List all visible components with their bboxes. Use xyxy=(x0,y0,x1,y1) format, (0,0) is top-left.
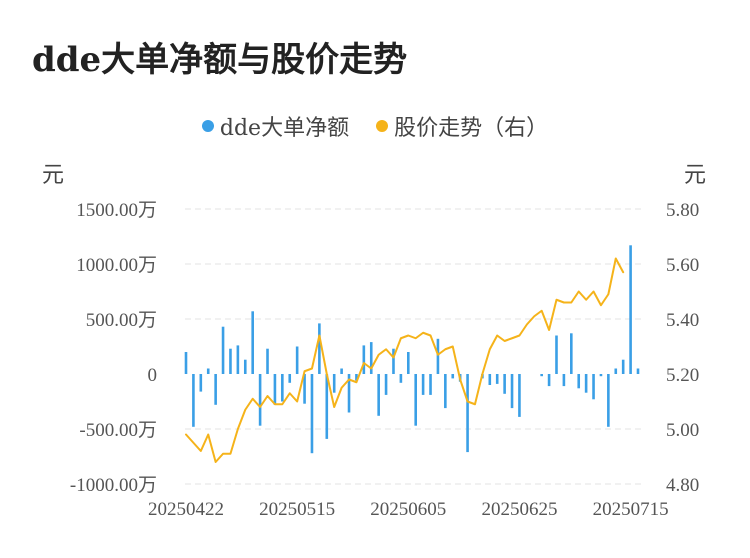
y-right-tick-label: 5.00 xyxy=(666,420,699,441)
dde-bar xyxy=(221,326,225,374)
dde-bar xyxy=(466,374,469,453)
left-axis-unit: 元 xyxy=(42,163,65,188)
dde-bar xyxy=(199,374,203,392)
x-tick-label: 20250515 xyxy=(259,499,335,520)
dde-bar xyxy=(503,374,506,394)
grid-layer xyxy=(185,208,642,485)
legend-item-dde[interactable]: dde大单净额 xyxy=(201,110,350,142)
dde-bar xyxy=(318,323,321,374)
x-tick-label: 20250625 xyxy=(481,499,557,520)
dde-bar xyxy=(251,311,254,374)
y-left-tick-label: -500.00万 xyxy=(79,420,157,441)
dde-bar xyxy=(355,374,358,381)
y-right-tick-label: 5.80 xyxy=(666,200,699,221)
dde-bar xyxy=(192,374,195,427)
dde-bar xyxy=(444,374,447,409)
dde-bar xyxy=(273,374,277,405)
dde-bar xyxy=(510,374,514,409)
dde-bar xyxy=(258,374,262,426)
dde-bar xyxy=(392,348,395,374)
dde-bar xyxy=(288,374,292,383)
dde-bar xyxy=(414,374,417,426)
y-left-tick-label: 1500.00万 xyxy=(76,200,157,221)
right-axis-unit: 元 xyxy=(684,163,707,188)
dde-bar xyxy=(614,368,618,374)
x-tick-label: 20250605 xyxy=(370,499,446,520)
legend-dot-price xyxy=(376,120,389,132)
dde-bar xyxy=(303,374,306,404)
dde-bar xyxy=(488,374,492,385)
y-left-tick-label: -1000.00万 xyxy=(70,475,157,496)
dde-bar xyxy=(555,335,558,374)
bar-series xyxy=(184,245,640,454)
line-series xyxy=(185,257,625,463)
legend-label-price: 股价走势（右） xyxy=(394,116,549,141)
dde-bar xyxy=(214,374,217,405)
y-right-tick-label: 5.60 xyxy=(666,255,699,276)
dde-bar xyxy=(362,345,366,374)
dde-bar xyxy=(599,374,603,377)
legend-label-dde: dde大单净额 xyxy=(219,116,350,141)
dde-bar xyxy=(570,333,573,374)
dde-bar xyxy=(577,374,581,389)
dde-bar xyxy=(518,374,521,417)
dde-bar xyxy=(451,374,455,379)
dde-bar xyxy=(421,374,425,395)
dde-bar xyxy=(547,374,551,387)
dde-bar xyxy=(243,359,247,374)
dde-bar xyxy=(629,245,632,374)
dde-bar xyxy=(229,348,232,374)
dde-bar xyxy=(429,374,432,395)
dde-bar xyxy=(540,374,543,377)
y-right-tick-label: 4.80 xyxy=(666,475,699,496)
dde-bar xyxy=(266,348,269,374)
legend-dot-dde xyxy=(201,120,214,132)
dde-bar xyxy=(399,374,403,383)
dde-bar xyxy=(621,359,625,374)
dde-bar xyxy=(310,374,314,454)
y-left-tick-label: 0 xyxy=(148,365,158,386)
dde-bar xyxy=(236,345,240,374)
dde-bar xyxy=(206,368,210,374)
dde-bar xyxy=(436,338,440,374)
dde-bar xyxy=(369,342,373,374)
price-line xyxy=(185,257,625,463)
axis-labels: 1500.00万 1000.00万 500.00万 0 -500.00万 -1000.00… xyxy=(70,200,699,520)
dde-bar xyxy=(495,374,499,384)
dde-bar xyxy=(384,374,388,395)
dde-bar xyxy=(281,374,284,402)
y-left-tick-label: 500.00万 xyxy=(86,310,157,331)
y-left-tick-label: 1000.00万 xyxy=(76,255,157,276)
legend: dde大单净额 股价走势（右） xyxy=(0,110,750,142)
y-right-tick-label: 5.40 xyxy=(666,310,699,331)
dde-bar xyxy=(562,374,566,387)
dde-bar xyxy=(377,374,380,416)
dde-bar xyxy=(636,368,640,374)
dde-bar xyxy=(592,374,595,400)
chart-title: dde大单净额与股价走势 xyxy=(32,40,408,80)
y-right-tick-label: 5.20 xyxy=(666,365,699,386)
dde-bar xyxy=(584,374,588,393)
dde-bar xyxy=(347,374,351,413)
x-tick-label: 20250715 xyxy=(593,499,669,520)
dde-bar xyxy=(340,368,343,374)
dde-bar xyxy=(332,374,336,393)
dde-bar xyxy=(607,374,610,427)
dde-bar xyxy=(325,374,329,439)
legend-item-price[interactable]: 股价走势（右） xyxy=(376,110,548,142)
x-tick-label: 20250422 xyxy=(148,499,224,520)
dde-bar xyxy=(184,352,188,374)
dde-bar xyxy=(407,352,410,374)
dde-bar xyxy=(295,346,299,374)
